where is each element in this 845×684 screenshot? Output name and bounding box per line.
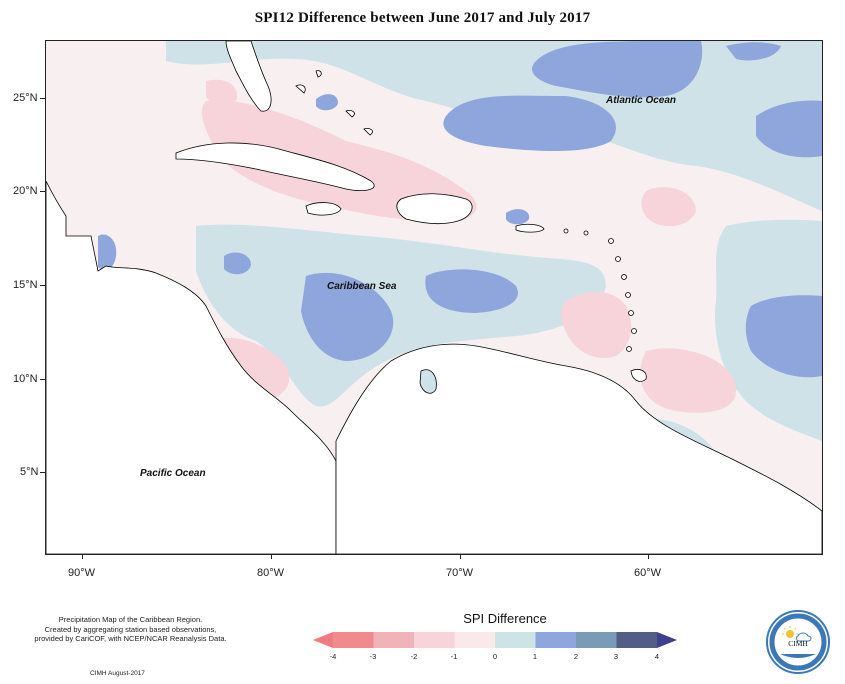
bahamas-islands [295, 70, 373, 136]
legend-tick-label: -3 [369, 652, 377, 661]
lat-label-25n: 25°N [13, 92, 38, 104]
lon-label-70w: 70°W [446, 567, 474, 579]
cimh-logo: CIMH [766, 610, 830, 674]
lat-tick [40, 379, 45, 380]
lon-tick [648, 554, 649, 559]
legend-tick-label: 2 [573, 652, 579, 661]
anomaly-blue-caribbean [196, 224, 606, 407]
lake-maracaibo [419, 369, 437, 394]
legend-swatch-4 [454, 632, 495, 648]
anomaly-blue-atlantic-3 [756, 100, 822, 158]
legend-tick-label: 4 [654, 652, 660, 661]
label-atlantic-ocean: Atlantic Ocean [606, 95, 677, 106]
label-pacific-ocean: Pacific Ocean [140, 468, 206, 479]
legend-tick-label: 3 [613, 652, 619, 661]
legend-tick-label: 0 [492, 652, 498, 661]
lon-tick [460, 554, 461, 559]
lat-tick [40, 98, 45, 99]
anomaly-blue-caribbean-dark-2 [425, 269, 518, 313]
anomaly-blue-bahamas [316, 94, 338, 111]
land-hispaniola [396, 193, 473, 225]
lat-label-10n: 10°N [13, 373, 38, 385]
legend-arrow-high [657, 632, 677, 648]
lon-tick [82, 554, 83, 559]
legend-title: SPI Difference [463, 611, 547, 626]
legend-colorbar [313, 632, 677, 648]
land-south-america [335, 343, 822, 554]
footer-line-2: Created by aggregating station based obs… [44, 624, 217, 634]
map-title: SPI12 Difference between June 2017 and J… [254, 10, 591, 26]
lat-label-20n: 20°N [13, 185, 38, 197]
anomaly-pink-antilles [201, 100, 477, 223]
anomaly-blue-caribbean-dark-3 [224, 252, 251, 275]
credit-text: CIMH August-2017 [90, 670, 145, 677]
legend-tick-label: -2 [410, 652, 418, 661]
legend-swatch-6 [535, 632, 576, 648]
legend-swatch-5 [495, 632, 536, 648]
anomaly-blue-east-dark [745, 295, 822, 378]
legend-arrow-low [313, 632, 333, 648]
footer-line-3: provided by CariCOF, with NCEP/NCAR Rean… [34, 634, 227, 643]
land-central-america [46, 180, 337, 554]
lon-label-90w: 90°W [68, 567, 96, 579]
footer-line-1: Precipitation Map of the Caribbean Regio… [58, 615, 203, 624]
lat-label-15n: 15°N [13, 279, 38, 291]
cimh-logo-icon [769, 613, 827, 671]
anomaly-blue-atlantic-1 [532, 41, 703, 98]
anomaly-pink-southeast [640, 348, 736, 413]
land-puerto-rico [515, 223, 545, 233]
logo-text: CIMH [788, 639, 808, 648]
legend-tick-label: -4 [329, 652, 337, 661]
footer-description: Precipitation Map of the Caribbean Regio… [18, 615, 243, 644]
label-caribbean-sea: Caribbean Sea [327, 281, 397, 292]
anomaly-blue-atlantic-2 [443, 95, 616, 151]
lat-tick [40, 285, 45, 286]
legend-swatch-3 [414, 632, 455, 648]
spi-map [46, 41, 822, 554]
legend-swatch-1 [333, 632, 374, 648]
anomaly-pink-lesser-antilles [561, 291, 632, 359]
land-trinidad [630, 369, 647, 382]
lesser-antilles-islands [563, 228, 637, 352]
lon-label-80w: 80°W [257, 567, 285, 579]
legend-swatch-7 [576, 632, 617, 648]
legend-tick-label: -1 [450, 652, 458, 661]
lat-tick [40, 191, 45, 192]
map-area: Atlantic Ocean Caribbean Sea Pacific Oce… [45, 40, 823, 555]
anomaly-blue-pr [506, 209, 530, 225]
land-florida [225, 41, 272, 112]
anomaly-blue-belize [98, 234, 117, 270]
anomaly-blue-atlantic-4 [726, 42, 781, 61]
legend-swatch-2 [373, 632, 414, 648]
lon-tick [271, 554, 272, 559]
anomaly-blue-caribbean-dark-1 [301, 272, 394, 361]
lat-label-5n: 5°N [20, 466, 39, 478]
legend-tick-label: 1 [532, 652, 538, 661]
legend-swatch-8 [616, 632, 657, 648]
anomaly-pink-east [641, 187, 696, 227]
lat-tick [40, 472, 45, 473]
anomaly-pink-gulf [206, 79, 237, 107]
land-jamaica [305, 202, 342, 216]
land-cuba [175, 142, 375, 191]
lon-label-60w: 60°W [634, 567, 662, 579]
